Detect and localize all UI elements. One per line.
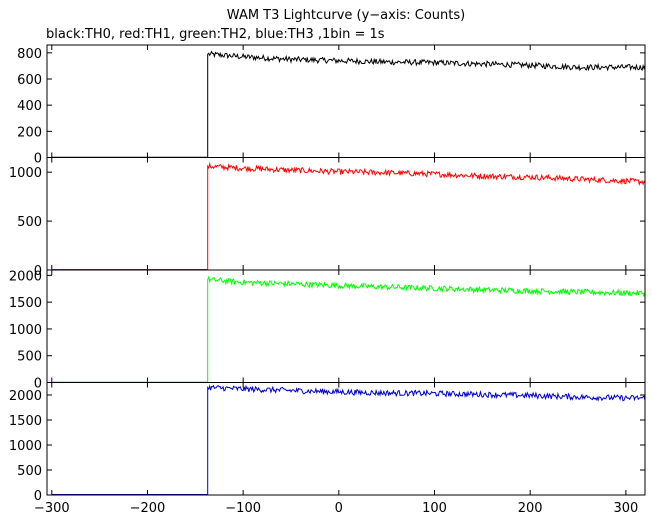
y-tick-label: 400 [17,99,42,114]
x-tick-label: 0 [335,501,343,515]
y-tick-label: 0 [34,264,42,279]
y-tick-label: 1500 [9,414,42,429]
x-tick-label: −200 [130,501,166,515]
panel-4: 0 500 1000 1500 2000 [9,382,646,504]
series-line-TH3 [51,384,646,495]
y-tick-label: 500 [17,215,42,230]
panel-3: 0 500 1000 1500 2000 [9,269,646,392]
series-line-TH0 [51,50,646,158]
panel-2: 0 500 1000 [9,157,646,279]
x-tick-label: 200 [518,501,543,515]
panel-1: 0 200 400 600 800 [17,44,646,167]
y-tick-label: 1000 [9,323,42,338]
panel-frame [46,157,646,271]
series-line-TH1 [51,161,646,270]
y-tick-label: 1500 [9,296,42,311]
y-tick-label: 500 [17,350,42,365]
x-tick-label: 100 [422,501,447,515]
chart-title: WAM T3 Lightcurve (y−axis: Counts) [226,8,466,23]
x-tick-label: −300 [34,501,70,515]
x-tick-label: −100 [225,501,261,515]
y-tick-label: 0 [34,377,42,392]
y-tick-label: 0 [34,489,42,504]
y-tick-label: 800 [17,47,42,62]
panel-frame [46,382,646,496]
y-tick-label: 500 [17,464,42,479]
y-tick-label: 200 [17,125,42,140]
y-tick-label: 600 [17,73,42,88]
y-tick-label: 2000 [9,269,42,284]
panel-frame [46,269,646,383]
series-line-TH2 [51,275,646,383]
y-tick-label: 0 [34,152,42,167]
chart-subtitle: black:TH0, red:TH1, green:TH2, blue:TH3 … [46,27,385,42]
y-tick-label: 1000 [9,439,42,454]
x-tick-label: 300 [613,501,638,515]
y-tick-label: 1000 [9,166,42,181]
y-tick-label: 2000 [9,389,42,404]
